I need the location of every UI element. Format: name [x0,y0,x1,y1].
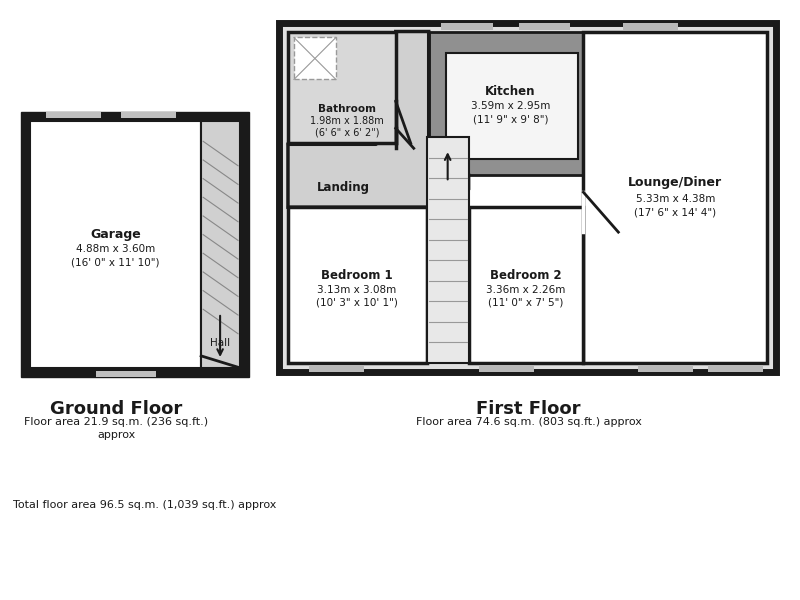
Bar [294,37,336,79]
Bar [441,23,493,29]
Text: First Floor: First Floor [476,400,581,418]
Bar [309,365,364,372]
Bar [446,53,578,159]
Bar [279,23,776,372]
Bar [469,207,583,363]
Text: (10' 3" x 10' 1"): (10' 3" x 10' 1") [316,298,398,308]
Polygon shape [288,32,469,257]
Bar [426,137,469,363]
Text: Garage: Garage [90,227,141,241]
Bar [518,23,570,29]
Text: 4.88m x 3.60m: 4.88m x 3.60m [76,244,155,254]
Text: (11' 0" x 7' 5"): (11' 0" x 7' 5") [488,298,563,308]
Text: Bedroom 1: Bedroom 1 [321,269,393,281]
Bar [30,121,201,368]
Bar [288,32,767,363]
Bar [22,112,249,377]
Bar [96,371,156,377]
Bar [288,32,396,143]
Text: (16' 0" x 11' 10"): (16' 0" x 11' 10") [71,257,159,267]
Text: Bedroom 2: Bedroom 2 [490,269,562,281]
Text: approx: approx [97,430,135,440]
Bar [429,32,589,175]
Bar [288,207,426,363]
Text: (17' 6" x 14' 4"): (17' 6" x 14' 4") [634,207,716,217]
Text: Floor area 21.9 sq.m. (236 sq.ft.): Floor area 21.9 sq.m. (236 sq.ft.) [24,417,208,427]
Text: 3.36m x 2.26m: 3.36m x 2.26m [486,285,566,295]
Bar [46,112,102,118]
Text: 3.13m x 3.08m: 3.13m x 3.08m [318,285,397,295]
Text: Lounge/Diner: Lounge/Diner [628,176,722,189]
Bar [478,365,534,372]
Bar [638,365,694,372]
Bar [122,112,176,118]
Text: (11' 9" x 9' 8"): (11' 9" x 9' 8") [473,115,548,124]
Text: 1.98m x 1.88m: 1.98m x 1.88m [310,116,384,127]
Text: 3.59m x 2.95m: 3.59m x 2.95m [471,101,550,112]
Bar [583,32,767,363]
Text: Landing: Landing [318,181,370,194]
Text: (6' 6" x 6' 2"): (6' 6" x 6' 2") [314,127,379,137]
Text: Floor area 74.6 sq.m. (803 sq.ft.) approx: Floor area 74.6 sq.m. (803 sq.ft.) appro… [415,417,642,427]
Bar [201,121,240,368]
Text: Hall: Hall [210,338,230,348]
Text: 5.33m x 4.38m: 5.33m x 4.38m [635,194,715,204]
Text: Kitchen: Kitchen [486,85,536,98]
Text: Total floor area 96.5 sq.m. (1,039 sq.ft.) approx: Total floor area 96.5 sq.m. (1,039 sq.ft… [14,500,277,509]
Text: Ground Floor: Ground Floor [50,400,182,418]
Text: Bathroom: Bathroom [318,104,376,115]
Bar [623,23,678,29]
Bar [708,365,763,372]
